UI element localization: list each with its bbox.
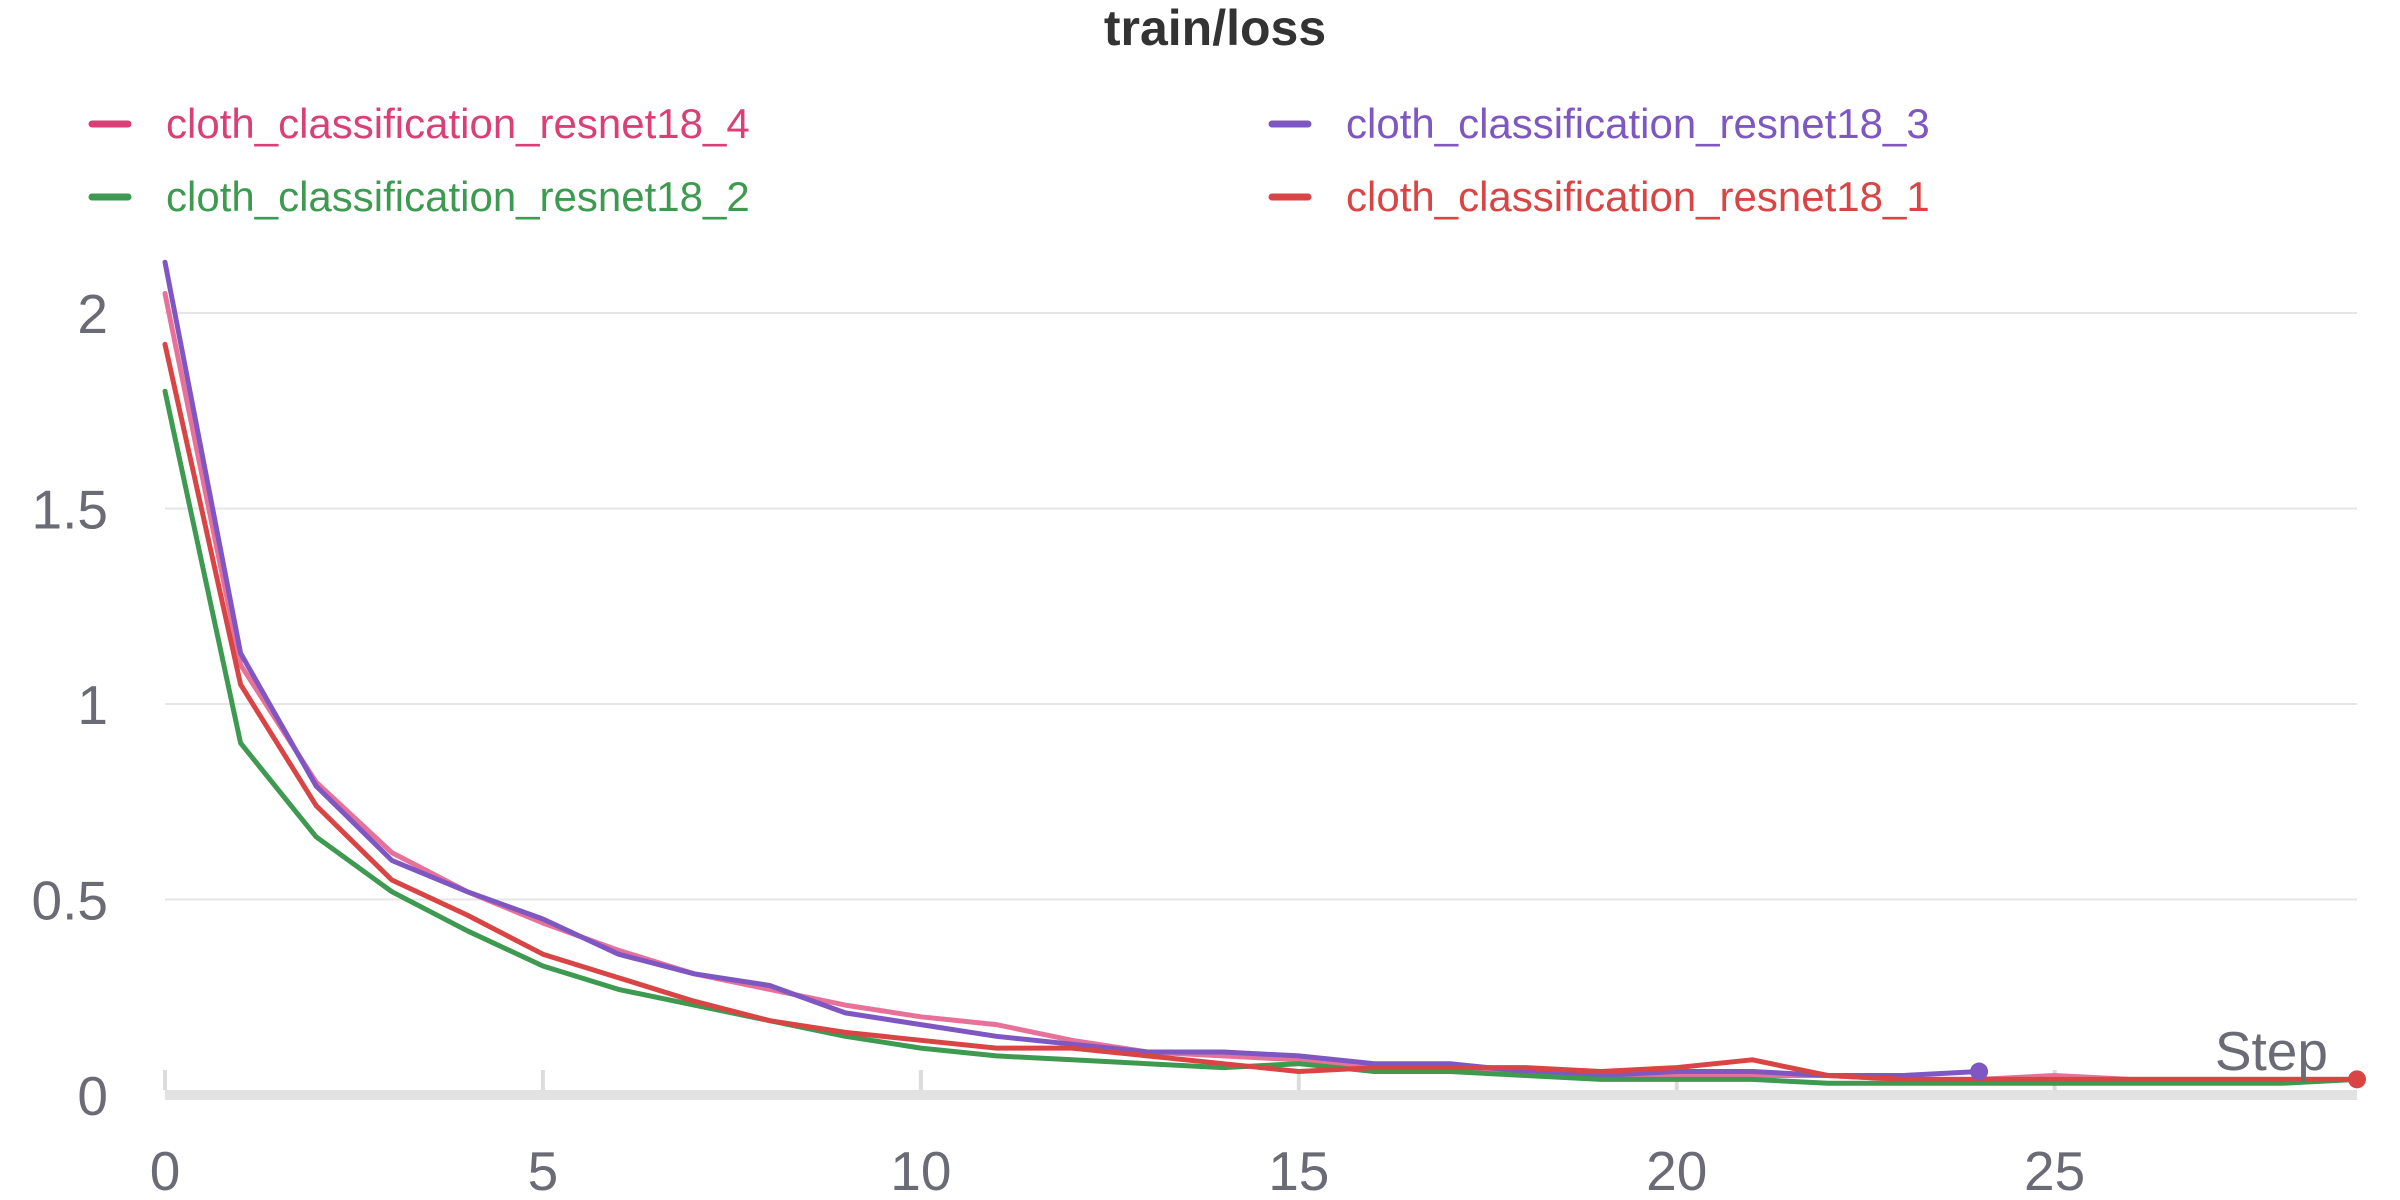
x-tick-label: 0 [150,1140,181,1200]
y-axis-ticks: 0 0.5 1 1.5 2 [32,283,108,1127]
series-line[interactable] [162,388,2360,1086]
x-tick-label: 20 [1646,1140,1707,1200]
series-end-marker [1970,1062,1989,1081]
legend-item[interactable]: cloth_classification_resnet18_1 [1268,173,1930,220]
legend-label: cloth_classification_resnet18_4 [166,100,750,147]
y-tick-label: 1 [77,674,108,736]
x-tick-label: 25 [2024,1140,2085,1200]
legend-item[interactable]: cloth_classification_resnet18_4 [88,100,750,147]
legend-label: cloth_classification_resnet18_2 [166,173,750,220]
series-lines [162,259,2366,1089]
x-tick-label: 5 [528,1140,559,1200]
chart-title: train/loss [1104,0,1326,56]
x-axis-title: Step [2215,1020,2328,1082]
y-tick-label: 1.5 [32,479,108,541]
legend-label: cloth_classification_resnet18_3 [1346,100,1930,147]
legend: cloth_classification_resnet18_4 cloth_cla… [88,100,1930,220]
series-line[interactable] [162,341,2360,1082]
legend-item[interactable]: cloth_classification_resnet18_3 [1268,100,1930,147]
y-tick-label: 0.5 [32,870,108,932]
x-tick-label: 15 [1268,1140,1329,1200]
x-axis: 0 5 10 15 20 25 [150,1070,2357,1200]
y-tick-label: 0 [77,1065,108,1127]
legend-item[interactable]: cloth_classification_resnet18_2 [88,173,750,220]
legend-label: cloth_classification_resnet18_1 [1346,173,1930,220]
y-tick-label: 2 [77,283,108,345]
series-line[interactable] [162,291,2360,1082]
grid [165,312,2357,901]
series-end-marker [2348,1070,2366,1089]
series-line[interactable] [162,259,1982,1078]
x-tick-label: 10 [890,1140,951,1200]
